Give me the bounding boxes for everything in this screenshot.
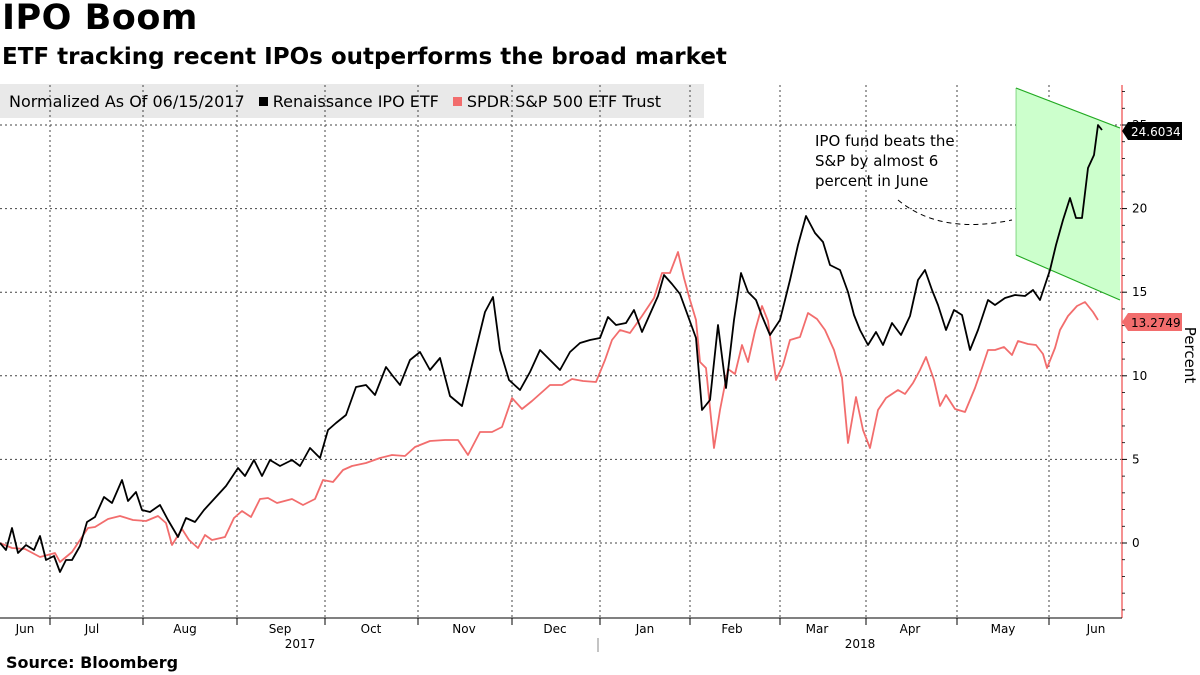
series-line-spy — [0, 251, 1099, 563]
x-year-label-0: 2017 — [285, 637, 316, 651]
legend-prefix: Normalized As Of 06/15/2017 — [9, 91, 245, 111]
end-label-ipo-value: 24.6034 — [1131, 125, 1181, 139]
x-month-label-8: Feb — [721, 622, 742, 636]
x-month-label-11: May — [991, 622, 1016, 636]
y-tick-label-3: 15 — [1132, 285, 1147, 299]
legend-label-spy: SPDR S&P 500 ETF Trust — [466, 91, 662, 111]
highlight-region — [1015, 87, 1121, 301]
chart-subtitle: ETF tracking recent IPOs outperforms the… — [2, 44, 727, 70]
y-tick-label-4: 20 — [1132, 202, 1147, 216]
end-label-ipo-box — [1122, 122, 1182, 140]
legend-item-ipo: Renaissance IPO ETF — [258, 91, 439, 111]
x-month-label-12: Jun — [1086, 622, 1106, 636]
annotation-group: IPO fund beats the S&P by almost 6 percent… — [815, 132, 1013, 225]
x-month-label-1: Jul — [84, 622, 99, 636]
highlight-fill — [1016, 88, 1120, 300]
highlight-lower-edge — [1015, 254, 1121, 301]
x-month-label-7: Jan — [635, 622, 655, 636]
axes: 0510152025JunJulAugSepOctNovDecJanFebMar… — [0, 85, 1199, 652]
y-axis-label: Percent — [1181, 327, 1199, 384]
end-label-spy-value: 13.2749 — [1131, 316, 1181, 330]
x-month-label-6: Dec — [543, 622, 566, 636]
annotation-text: IPO fund beats the S&P by almost 6 percent… — [815, 132, 955, 190]
legend-label-ipo: Renaissance IPO ETF — [272, 91, 439, 111]
chart-title: IPO Boom — [2, 0, 198, 38]
source-note: Source: Bloomberg — [6, 653, 179, 672]
y-tick-label-0: 0 — [1132, 536, 1140, 550]
x-month-label-9: Mar — [806, 622, 829, 636]
series-line-ipo — [0, 124, 1103, 573]
legend-swatch-spy — [452, 96, 462, 106]
y-tick-label-2: 10 — [1132, 369, 1147, 383]
gridlines — [0, 85, 1122, 618]
y-tick-label-1: 5 — [1132, 452, 1140, 466]
end-labels: 24.6034 13.2749 — [1122, 122, 1182, 331]
x-month-label-3: Sep — [269, 622, 292, 636]
legend-swatch-ipo — [258, 96, 268, 106]
x-month-label-2: Aug — [173, 622, 196, 636]
legend-bar: Normalized As Of 06/15/2017 Renaissance … — [0, 84, 704, 118]
legend-item-spy: SPDR S&P 500 ETF Trust — [452, 91, 662, 111]
series-lines — [0, 124, 1103, 573]
x-month-label-10: Apr — [900, 622, 921, 636]
highlight-upper-edge — [1015, 87, 1121, 129]
x-year-label-1: 2018 — [845, 637, 876, 651]
end-label-spy-box — [1122, 313, 1182, 331]
annotation-connector — [897, 199, 1013, 225]
x-month-label-4: Oct — [361, 622, 382, 636]
x-month-label-5: Nov — [452, 622, 475, 636]
x-month-label-0: Jun — [15, 622, 35, 636]
